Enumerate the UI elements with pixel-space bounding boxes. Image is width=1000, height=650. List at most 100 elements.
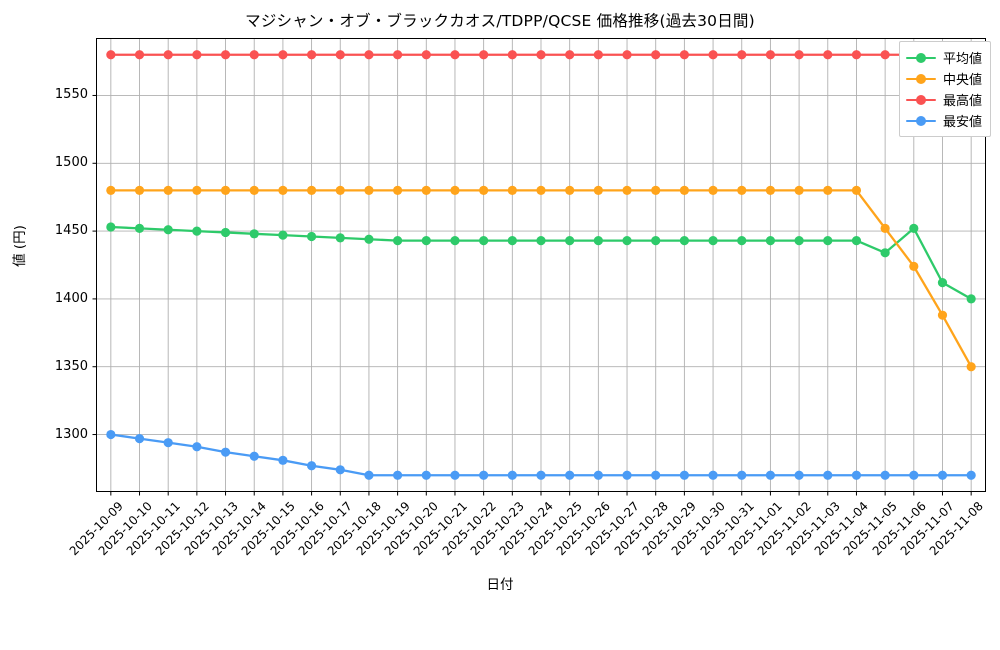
y-axis-tick-label: 1400 (54, 290, 88, 306)
grid-lines (96, 38, 986, 492)
series-data-point (851, 50, 862, 60)
legend-swatch-icon (905, 52, 936, 64)
series-data-point (880, 223, 890, 233)
series-data-point (651, 50, 661, 60)
series-data-point (937, 278, 948, 288)
series-data-point (192, 442, 202, 452)
data-series-1 (106, 185, 976, 372)
series-data-point (794, 185, 804, 195)
series-data-point (823, 185, 833, 195)
series-data-point (450, 185, 460, 195)
series-data-point (192, 50, 202, 60)
series-data-point (220, 50, 231, 60)
price-history-chart-figure: マジシャン・オブ・ブラックカオス/TDPP/QCSE 価格推移(過去30日間) … (12, 12, 991, 593)
series-data-point (794, 50, 804, 60)
series-data-point (393, 470, 403, 480)
series-data-point (507, 235, 517, 246)
series-data-point (622, 50, 632, 60)
legend-item-1[interactable]: 中央値 (905, 68, 982, 89)
series-data-point (479, 235, 489, 246)
series-data-point (249, 50, 259, 60)
series-data-point (479, 50, 489, 60)
series-data-point (192, 226, 202, 236)
series-data-point (708, 470, 718, 480)
legend-item-2[interactable]: 最高値 (905, 89, 982, 110)
series-data-point (536, 185, 546, 195)
chart-title: マジシャン・オブ・ブラックカオス/TDPP/QCSE 価格推移(過去30日間) (245, 12, 755, 30)
series-data-point (823, 470, 833, 480)
series-data-point (966, 470, 976, 480)
series-data-point (507, 185, 517, 195)
series-data-point (794, 235, 804, 246)
series-data-point (737, 470, 747, 480)
series-data-point (134, 50, 145, 60)
series-data-point (134, 223, 145, 233)
series-data-point (450, 50, 460, 60)
series-data-point (851, 470, 862, 480)
series-data-point (393, 235, 403, 246)
series-data-point (278, 50, 288, 60)
series-data-point (536, 235, 546, 246)
series-data-point (393, 185, 403, 195)
series-data-point (794, 470, 804, 480)
legend-label: 最安値 (942, 115, 982, 130)
series-data-point (335, 50, 345, 60)
series-data-point (364, 470, 374, 480)
series-data-point (106, 185, 116, 195)
series-data-point (220, 447, 231, 457)
series-data-point (249, 185, 259, 195)
series-data-point (880, 50, 890, 60)
legend-item-0[interactable]: 平均値 (905, 47, 982, 68)
series-data-point (364, 50, 374, 60)
series-data-point (737, 235, 747, 246)
series-data-point (163, 438, 173, 448)
series-data-point (278, 455, 288, 465)
series-data-point (679, 185, 689, 195)
series-data-point (823, 50, 833, 60)
series-data-point (306, 50, 317, 60)
series-data-point (364, 185, 374, 195)
series-data-point (278, 230, 288, 240)
series-data-point (335, 233, 345, 243)
data-series-2 (106, 50, 976, 60)
series-data-point (966, 362, 976, 372)
series-data-point (450, 470, 460, 480)
series-data-point (220, 227, 231, 238)
series-data-point (622, 235, 632, 246)
series-data-point (536, 50, 546, 60)
series-data-point (765, 470, 776, 480)
data-series-3 (106, 429, 976, 480)
series-data-point (737, 185, 747, 195)
series-data-point (708, 50, 718, 60)
series-data-point (220, 185, 231, 195)
series-data-point (708, 235, 718, 246)
legend-item-3[interactable]: 最安値 (905, 110, 982, 131)
series-data-point (536, 470, 546, 480)
chart-legend: 平均値 中央値 最高値最安値 (898, 41, 991, 137)
series-data-point (651, 185, 661, 195)
series-data-point (450, 235, 460, 246)
series-data-point (106, 50, 116, 60)
series-data-point (335, 185, 345, 195)
series-data-point (565, 235, 575, 246)
series-data-point (851, 185, 862, 195)
data-series-0 (106, 222, 976, 304)
series-data-point (880, 248, 890, 258)
series-data-point (306, 185, 317, 195)
series-data-point (851, 235, 862, 246)
series-data-point (909, 261, 919, 271)
series-data-point (966, 294, 976, 304)
series-data-point (421, 235, 431, 246)
series-data-point (565, 185, 575, 195)
series-data-point (421, 470, 431, 480)
series-data-point (622, 185, 632, 195)
series-data-point (679, 235, 689, 246)
series-data-point (479, 470, 489, 480)
series-data-point (593, 50, 603, 60)
series-data-point (565, 470, 575, 480)
series-data-point (134, 434, 145, 444)
series-data-point (306, 231, 317, 242)
series-data-point (909, 223, 919, 233)
series-data-point (364, 234, 374, 244)
series-data-point (937, 470, 948, 480)
